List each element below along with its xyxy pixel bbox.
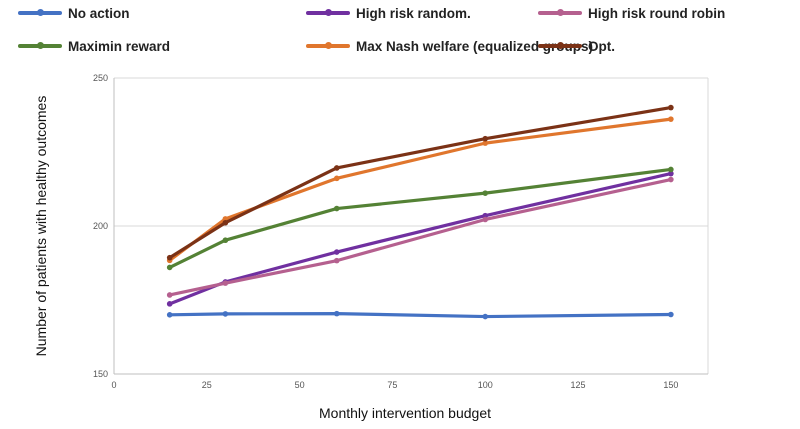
x-axis-title: Monthly intervention budget (319, 405, 491, 421)
legend-swatch (306, 42, 350, 49)
data-point (482, 190, 489, 196)
series-3 (166, 166, 674, 271)
data-point (166, 254, 173, 261)
y-tick-label: 250 (93, 73, 108, 83)
legend-label: No action (68, 5, 130, 21)
legend-item-max-nash-welfare[interactable]: Max Nash welfare (equalized groups) (306, 37, 593, 55)
data-point (333, 257, 340, 264)
data-point (668, 116, 674, 122)
legend-swatch (538, 42, 582, 49)
tick-labels: 150 200 250 0 25 50 75 100 125 150 (93, 73, 678, 390)
data-point (222, 311, 229, 317)
series-line (168, 167, 673, 270)
series-line (168, 312, 673, 319)
series-line (168, 177, 673, 297)
y-axis-title: Number of patients with healthy outcomes (33, 96, 49, 357)
gridlines (114, 77, 709, 374)
data-point (482, 313, 489, 320)
x-tick-label: 75 (387, 380, 397, 390)
axes (113, 78, 708, 375)
legend-item-high-risk-round-robin[interactable]: High risk round robin (538, 4, 725, 22)
legend-swatch (18, 9, 62, 16)
data-point (482, 212, 489, 219)
x-tick-label: 125 (571, 380, 586, 390)
data-point (222, 237, 229, 244)
x-tick-label: 100 (478, 380, 493, 390)
legend-label: Opt. (588, 38, 615, 54)
x-tick-label: 0 (111, 380, 116, 390)
series-2 (166, 176, 674, 298)
x-tick-label: 150 (663, 380, 678, 390)
data-point (668, 311, 674, 318)
data-point (222, 219, 229, 226)
data-point (668, 170, 674, 177)
data-point (668, 104, 674, 111)
data-point (333, 175, 340, 182)
data-point (222, 280, 229, 286)
data-point (333, 205, 340, 212)
legend-label: Maximin reward (68, 38, 171, 54)
series-5 (166, 104, 674, 261)
legend-item-opt[interactable]: Opt. (538, 37, 615, 55)
legend-label: High risk random. (356, 5, 471, 21)
x-tick-label: 50 (295, 380, 305, 390)
data-point (668, 176, 674, 183)
data-point (166, 292, 173, 298)
series-lines (166, 104, 674, 320)
data-point (333, 249, 340, 255)
data-point (333, 165, 340, 171)
legend-item-no-action[interactable]: No action (18, 4, 130, 22)
legend-item-high-risk-random[interactable]: High risk random. (306, 4, 471, 22)
legend: No action High risk random. High risk ro… (0, 0, 800, 60)
legend-swatch (18, 42, 62, 49)
data-point (166, 312, 173, 318)
y-tick-label: 150 (93, 369, 108, 379)
legend-swatch (538, 9, 582, 16)
data-point (482, 216, 489, 223)
legend-item-maximin-reward[interactable]: Maximin reward (18, 37, 170, 55)
legend-swatch (306, 9, 350, 16)
data-point (482, 135, 489, 142)
legend-label: High risk round robin (588, 5, 726, 21)
data-point (333, 310, 340, 317)
legend-label: Max Nash welfare (equalized groups) (356, 38, 594, 54)
data-point (482, 140, 489, 146)
x-tick-label: 25 (202, 380, 212, 390)
data-point (166, 264, 173, 271)
series-0 (166, 310, 674, 320)
data-point (166, 301, 173, 307)
data-point (668, 166, 674, 173)
y-tick-label: 200 (93, 221, 108, 231)
